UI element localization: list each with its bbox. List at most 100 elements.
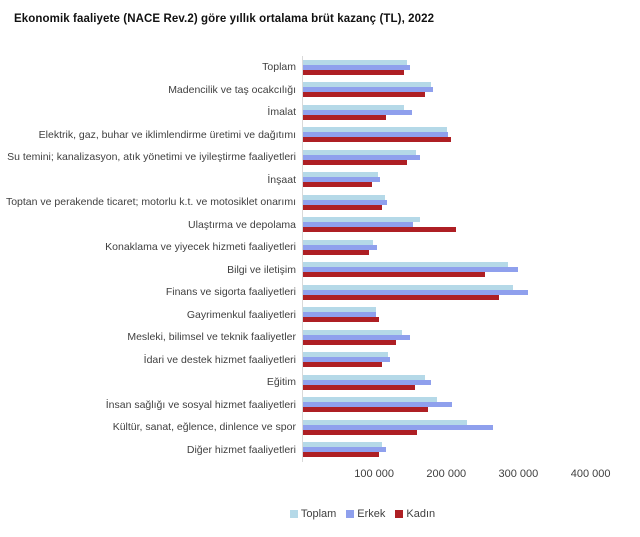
bar-erkek — [302, 289, 528, 295]
bar-erkek — [302, 379, 432, 385]
category-label: Ulaştırma ve depolama — [188, 218, 296, 231]
bar-row: Su temini; kanalizasyon, atık yönetimi v… — [0, 146, 640, 169]
bar-group — [302, 149, 421, 165]
bar-group — [302, 59, 410, 75]
bar-erkek — [302, 447, 387, 453]
legend-item-erkek: Erkek — [346, 508, 385, 520]
bar-group — [302, 262, 519, 278]
legend-label: Erkek — [357, 508, 386, 520]
bar-erkek — [302, 154, 421, 160]
bar-toplam — [302, 172, 378, 178]
bar-toplam — [302, 284, 514, 290]
legend-item-toplam: Toplam — [289, 508, 337, 520]
bar-kad-n — [302, 384, 415, 390]
bar-row: Toptan ve perakende ticaret; motorlu k.t… — [0, 191, 640, 214]
category-label: İnşaat — [267, 173, 296, 186]
bar-kad-n — [302, 429, 418, 435]
legend-swatch-icon — [395, 510, 404, 518]
bar-toplam — [302, 59, 407, 65]
bar-row: İmalat — [0, 101, 640, 124]
bar-row: Kültür, sanat, eğlence, dinlence ve spor — [0, 416, 640, 439]
bar-row: Gayrimenkul faaliyetleri — [0, 304, 640, 327]
bar-toplam — [302, 127, 447, 133]
bar-toplam — [302, 262, 508, 268]
bar-erkek — [302, 87, 433, 93]
bar-kad-n — [302, 362, 383, 368]
bar-toplam — [302, 352, 388, 358]
legend-item-kad-n: Kadın — [395, 508, 435, 520]
bar-group — [302, 194, 388, 210]
bar-kad-n — [302, 137, 452, 143]
bar-row: Madencilik ve taş ocakcılığı — [0, 79, 640, 102]
bar-kad-n — [302, 204, 383, 210]
bar-kad-n — [302, 294, 499, 300]
bar-kad-n — [302, 272, 485, 278]
bar-erkek — [302, 357, 390, 363]
legend-label: Toplam — [300, 508, 337, 520]
bar-erkek — [302, 109, 412, 115]
legend-swatch-icon — [346, 510, 355, 518]
category-label: Su temini; kanalizasyon, atık yönetimi v… — [7, 151, 296, 164]
bar-group — [302, 284, 528, 300]
bar-row: Elektrik, gaz, buhar ve iklimlendirme ür… — [0, 124, 640, 147]
bar-group — [302, 307, 379, 323]
category-label: İmalat — [267, 106, 296, 119]
legend-swatch-icon — [289, 510, 298, 518]
bar-toplam — [302, 82, 432, 88]
legend: Toplam Erkek Kadın — [0, 508, 640, 520]
bar-group — [302, 217, 457, 233]
bar-toplam — [302, 194, 385, 200]
bar-kad-n — [302, 407, 428, 413]
bar-toplam — [302, 374, 425, 380]
bar-row: Toplam — [0, 56, 640, 79]
bar-toplam — [302, 442, 383, 448]
bar-kad-n — [302, 249, 370, 255]
x-tick-label: 200 000 — [426, 468, 467, 480]
bar-kad-n — [302, 452, 379, 458]
bar-toplam — [302, 239, 374, 245]
bar-row: İnsan sağlığı ve sosyal hizmet faaliyetl… — [0, 394, 640, 417]
bar-toplam — [302, 104, 405, 110]
chart-title: Ekonomik faaliyete (NACE Rev.2) göre yıl… — [14, 13, 435, 25]
bar-group — [302, 374, 432, 390]
bar-toplam — [302, 329, 403, 335]
category-label: Konaklama ve yiyecek hizmeti faaliyetler… — [105, 241, 296, 254]
bar-erkek — [302, 312, 377, 318]
bar-erkek — [302, 334, 411, 340]
bar-toplam — [302, 149, 416, 155]
category-label: Kültür, sanat, eğlence, dinlence ve spor — [112, 421, 296, 434]
bar-toplam — [302, 397, 437, 403]
bar-group — [302, 239, 377, 255]
bar-group — [302, 82, 433, 98]
bar-erkek — [302, 199, 388, 205]
bar-kad-n — [302, 227, 457, 233]
bar-erkek — [302, 222, 414, 228]
x-axis: 100 000 200 000 300 000 400 000 — [302, 468, 622, 484]
bar-group — [302, 419, 493, 435]
category-label: Diğer hizmet faaliyetleri — [186, 443, 296, 456]
bar-kad-n — [302, 69, 404, 75]
bar-row: Finans ve sigorta faaliyetleri — [0, 281, 640, 304]
bar-toplam — [302, 419, 468, 425]
bar-kad-n — [302, 159, 407, 165]
category-label: Bilgi ve iletişim — [227, 263, 296, 276]
bar-erkek — [302, 132, 449, 138]
bar-erkek — [302, 177, 380, 183]
bar-kad-n — [302, 317, 379, 323]
bar-kad-n — [302, 92, 425, 98]
bar-group — [302, 127, 452, 143]
bar-row: İnşaat — [0, 169, 640, 192]
bar-erkek — [302, 244, 377, 250]
bar-row: İdari ve destek hizmet faaliyetleri — [0, 349, 640, 372]
category-label: Eğitim — [266, 376, 296, 389]
bar-toplam — [302, 217, 421, 223]
bar-row: Diğer hizmet faaliyetleri — [0, 439, 640, 462]
category-label: Gayrimenkul faaliyetleri — [186, 308, 296, 321]
category-label: İdari ve destek hizmet faaliyetleri — [143, 353, 296, 366]
bar-chart: Toplam Madencilik ve taş ocakcılığı İmalat… — [0, 56, 640, 461]
x-tick-label: 100 000 — [354, 468, 394, 480]
bar-group — [302, 329, 411, 345]
bar-group — [302, 352, 390, 368]
bar-group — [302, 172, 380, 188]
bar-row: Konaklama ve yiyecek hizmeti faaliyetler… — [0, 236, 640, 259]
